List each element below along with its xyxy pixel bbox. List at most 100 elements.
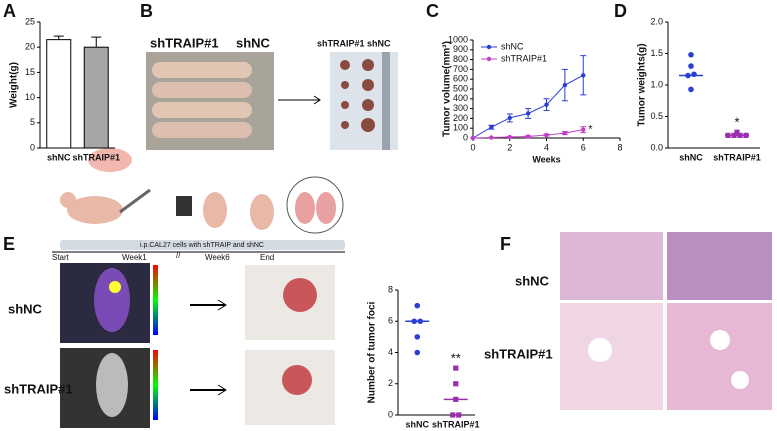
mouse-icon — [250, 194, 274, 230]
y-tick-label: 1.5 — [650, 48, 663, 58]
timeline-label: i.p.CAL27 cells with shTRAIP and shNC — [140, 242, 264, 249]
alveolus — [710, 330, 730, 350]
x-tick-label: shNC — [405, 419, 429, 429]
tumor — [341, 121, 349, 129]
mouse — [152, 122, 252, 138]
y-tick-label: 500 — [453, 83, 468, 93]
x-tick-label: 2 — [507, 142, 512, 152]
error-bar — [488, 124, 495, 130]
point — [734, 129, 740, 135]
ruler — [382, 52, 390, 150]
mouse — [152, 102, 252, 118]
stage: Week6 — [205, 253, 230, 262]
y-tick-label: 200 — [453, 113, 468, 123]
arrow-head — [217, 299, 227, 311]
point — [456, 412, 462, 418]
histology — [667, 303, 772, 410]
y-tick-label: 400 — [453, 93, 468, 103]
tumor — [361, 118, 375, 132]
y-tick-label: 300 — [453, 103, 468, 113]
y-tick-label: 20 — [25, 42, 35, 52]
point — [688, 63, 694, 69]
y-tick-label: 0 — [30, 142, 35, 152]
alveolus — [731, 371, 749, 389]
x-tick-label: 0 — [470, 142, 475, 152]
x-tick-label: 4 — [544, 142, 549, 152]
error-bar — [561, 131, 568, 136]
x-tick-label: 6 — [581, 142, 586, 152]
tumor — [340, 60, 350, 70]
x-tick-label: shTRAIP#1 — [713, 152, 761, 162]
legend-label: shTRAIP#1 — [501, 53, 547, 63]
tumor — [362, 79, 374, 91]
panel-letter: F — [500, 234, 511, 254]
error-bar — [91, 36, 102, 48]
mouse-head — [60, 192, 76, 208]
signal — [94, 268, 130, 332]
tumor — [341, 101, 349, 109]
error-bar — [525, 108, 532, 119]
alveolus — [588, 338, 612, 362]
panel-letter: B — [140, 1, 153, 21]
y-tick-label: 1.0 — [650, 79, 663, 89]
y-axis-label: Weight(g) — [9, 62, 20, 108]
mouse-image — [96, 353, 128, 417]
y-tick-label: 0.0 — [650, 142, 663, 152]
y-tick-label: 900 — [453, 44, 468, 54]
point — [414, 302, 421, 309]
y-tick-label: 10 — [25, 92, 35, 102]
error-bar — [561, 68, 568, 102]
histology — [560, 303, 663, 410]
y-tick-label: 700 — [453, 64, 468, 74]
lung — [295, 192, 315, 224]
panel-letter: D — [614, 1, 627, 21]
photo-label: shTRAIP#1 — [150, 35, 219, 50]
histology — [560, 232, 663, 300]
legend-marker — [486, 56, 492, 62]
y-tick-label: 2.0 — [650, 16, 663, 26]
arrow-head — [313, 95, 321, 105]
panel-letter: C — [426, 1, 439, 21]
annotation: * — [734, 115, 739, 130]
axes — [667, 22, 760, 149]
y-tick-label: 4 — [388, 347, 393, 357]
point — [414, 349, 421, 356]
stage: End — [260, 253, 274, 262]
point — [414, 334, 421, 340]
mouse-icon — [67, 196, 123, 224]
group-label: shTRAIP#1 — [484, 346, 553, 361]
x-axis-label: Weeks — [532, 154, 560, 164]
lung-tissue — [282, 365, 312, 395]
bar — [46, 39, 72, 149]
y-tick-label: 100 — [453, 123, 468, 133]
y-axis-label: Tumor volume(mm³) — [442, 41, 453, 137]
y-tick-label: 25 — [25, 16, 35, 26]
tumor — [362, 59, 374, 71]
colorbar — [153, 350, 158, 420]
tumor — [362, 99, 374, 111]
group-label: shNC — [515, 273, 550, 288]
point — [453, 381, 459, 387]
error-bar — [525, 135, 532, 138]
y-tick-label: 1000 — [448, 34, 468, 44]
point — [688, 51, 694, 58]
panel-f-histology — [560, 232, 772, 410]
panel-b-photos — [146, 52, 398, 150]
signal-hot — [109, 281, 121, 293]
y-tick-label: 0 — [388, 409, 393, 419]
legend-marker — [486, 44, 492, 50]
mouse — [152, 82, 252, 98]
cells — [88, 148, 132, 172]
panel-letter: A — [3, 1, 16, 21]
stage: Week1 — [122, 253, 147, 262]
error-bar — [580, 126, 587, 134]
y-tick-label: 15 — [25, 67, 35, 77]
y-axis-label: Number of tumor foci — [367, 301, 378, 403]
panel-letter: E — [3, 234, 15, 254]
mouse-icon — [203, 192, 227, 228]
arrow-head — [217, 384, 227, 396]
y-tick-label: 2 — [388, 378, 393, 388]
y-tick-label: 600 — [453, 74, 468, 84]
bar — [83, 46, 109, 149]
histology — [667, 232, 772, 300]
